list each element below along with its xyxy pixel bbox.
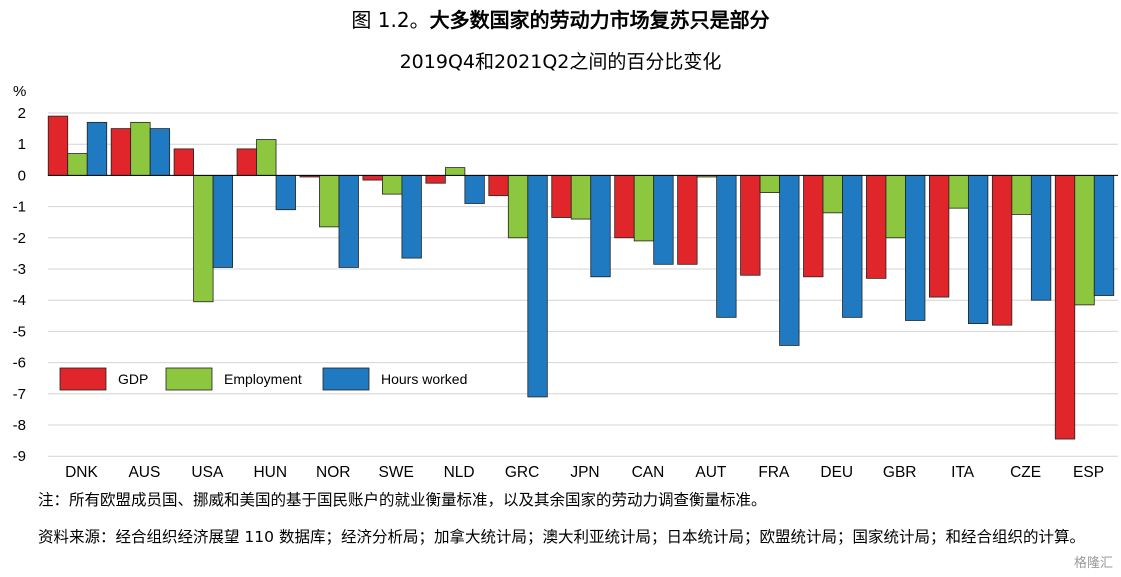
y-tick-label: 0 (18, 167, 26, 184)
y-tick-label: -3 (13, 261, 26, 278)
bar-gdp (173, 148, 195, 176)
bar-gdp (425, 174, 446, 184)
y-tick-label: 2 (18, 105, 26, 122)
x-tick-label: FRA (758, 464, 790, 481)
y-axis-unit-label: % (13, 83, 26, 100)
bar-employment (256, 139, 277, 176)
y-tick-label: 1 (18, 136, 26, 153)
y-tick-label: -4 (13, 292, 26, 309)
bar-hours-worked (149, 128, 171, 176)
bar-hours-worked (653, 174, 674, 265)
y-tick-label: -2 (13, 230, 26, 247)
legend-label: Employment (224, 371, 302, 387)
bar-gdp (614, 174, 635, 239)
x-tick-label: USA (191, 464, 224, 481)
bar-employment (444, 167, 466, 176)
bar-hours-worked (905, 174, 926, 321)
bar-chart: 2 1 0 -1 -2 -3 -4 -5 -6 -7 -8 -9% DNK AUS USA HUN NOR SWE… (13, 83, 1118, 481)
bar-hours-worked (779, 174, 800, 346)
title-text: 大多数国家的劳动力市场复苏只是部分 (429, 8, 770, 32)
bar-gdp (677, 174, 698, 265)
y-tick-label: -8 (13, 417, 26, 434)
bar-gdp (362, 174, 383, 181)
y-tick-label: -7 (13, 386, 26, 403)
bar-hours-worked (527, 174, 548, 398)
bar-hours-worked (716, 174, 737, 318)
legend-swatch-gdp (59, 367, 107, 391)
bar-gdp (991, 174, 1013, 326)
legend-label: Hours worked (381, 371, 467, 387)
x-tick-label: CZE (1010, 464, 1041, 481)
bar-gdp (803, 174, 824, 278)
x-tick-label: AUT (695, 464, 727, 481)
bar-employment (319, 174, 340, 228)
bar-employment (193, 174, 214, 303)
bar-employment (885, 174, 906, 239)
bar-hours-worked (1030, 174, 1052, 301)
bar-hours-worked (590, 174, 611, 278)
x-tick-label: AUS (128, 464, 160, 481)
chart-source: 资料来源：经合组织经济展望 110 数据库；经济分析局；加拿大统计局；澳大利亚统… (38, 528, 1085, 546)
bar-employment (1074, 174, 1095, 306)
x-tick-label: ITA (951, 464, 975, 481)
bar-hours-worked (842, 174, 863, 318)
x-tick-label: NLD (444, 464, 475, 481)
bar-employment (382, 174, 403, 195)
y-tick-label: -1 (13, 199, 26, 216)
x-tick-label: HUN (253, 464, 287, 481)
bar-hours-worked (967, 174, 989, 324)
bar-gdp (928, 174, 950, 298)
bar-gdp (866, 174, 887, 279)
bar-gdp (488, 174, 509, 197)
bar-gdp (551, 174, 572, 218)
bar-gdp (110, 128, 132, 176)
x-tick-label: DEU (820, 464, 853, 481)
bar-employment (633, 174, 655, 242)
bar-employment (507, 174, 529, 239)
bar-gdp (1054, 174, 1076, 440)
chart-title: 图 1.2。大多数国家的劳动力市场复苏只是部分 (0, 4, 1121, 33)
bar-employment (759, 174, 780, 193)
bar-employment (67, 153, 88, 176)
y-tick-label: -9 (13, 448, 26, 465)
x-tick-label: JPN (570, 464, 599, 481)
watermark-logo: 格隆汇 (1073, 556, 1113, 571)
bar-employment (1011, 174, 1032, 215)
chart-subtitle: 2019Q4和2021Q2之间的百分比变化 (399, 51, 722, 73)
y-tick-label: -5 (13, 323, 26, 340)
x-tick-label: NOR (316, 464, 350, 481)
bar-hours-worked (1093, 174, 1115, 296)
bar-hours-worked (212, 174, 234, 268)
x-tick-label: DNK (65, 464, 98, 481)
bar-employment (570, 174, 592, 220)
bar-hours-worked (275, 174, 296, 211)
bar-employment (130, 121, 151, 176)
bar-hours-worked (86, 121, 108, 176)
y-tick-label: -6 (13, 355, 26, 372)
x-tick-label: ESP (1073, 464, 1104, 481)
bar-gdp (740, 174, 761, 276)
bar-employment (822, 174, 843, 214)
figure-number: 图 1.2。 (351, 8, 430, 32)
x-tick-label: GRC (505, 464, 539, 481)
x-tick-label: CAN (632, 464, 665, 481)
legend-label: GDP (118, 371, 148, 387)
legend-swatch-hours-worked (322, 367, 370, 391)
bar-hours-worked (464, 174, 485, 204)
bar-hours-worked (401, 174, 422, 259)
x-tick-label: GBR (883, 464, 917, 481)
x-tick-label: SWE (379, 464, 414, 481)
legend-swatch-employment (165, 367, 213, 391)
bar-gdp (47, 115, 69, 176)
bar-gdp (236, 148, 257, 176)
chart-note: 注：所有欧盟成员国、挪威和美国的基于国民账户的就业衡量标准，以及其余国家的劳动力… (38, 491, 767, 509)
bar-employment (948, 174, 969, 209)
bar-hours-worked (338, 174, 359, 268)
